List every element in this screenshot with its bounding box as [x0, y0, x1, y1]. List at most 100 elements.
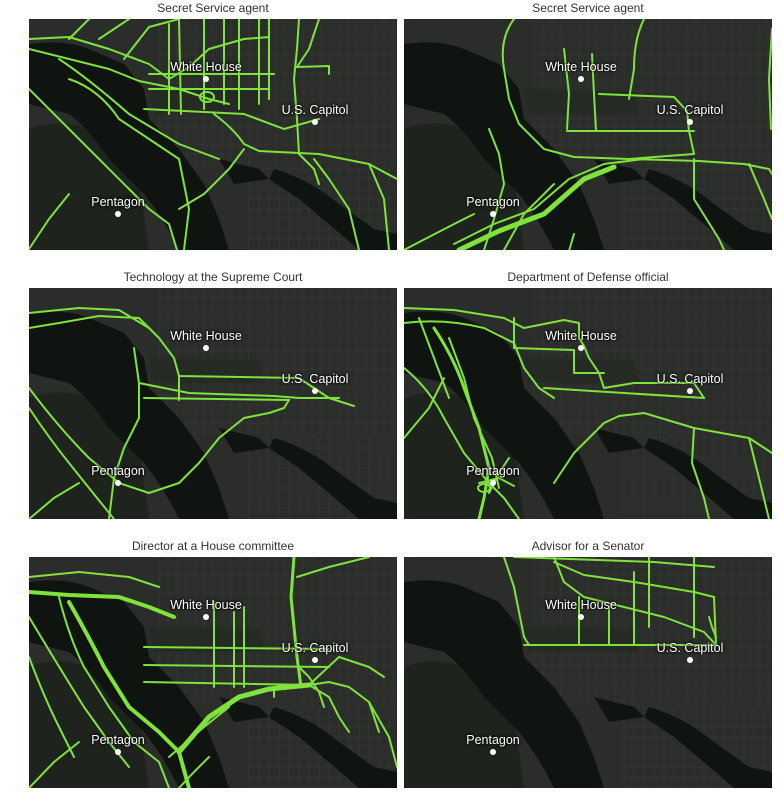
landmark-label: U.S. Capitol [656, 372, 724, 386]
landmark-label: White House [170, 329, 242, 343]
map-panel-5: Director at a House committee [29, 538, 397, 788]
route-line [518, 123, 695, 160]
panel-title: Advisor for a Senator [531, 539, 645, 553]
route-line [29, 48, 230, 105]
river [269, 707, 397, 788]
route-line [143, 646, 330, 650]
landmark-label: Pentagon [91, 195, 145, 209]
map-panel-1: Secret Service agent [29, 0, 397, 250]
route-line [123, 19, 180, 60]
route-line [708, 616, 717, 638]
route-line [298, 666, 325, 708]
landmark-label: White House [545, 60, 617, 74]
route-line [108, 347, 140, 519]
route-line [313, 158, 360, 250]
route-line [29, 616, 130, 768]
route-line [513, 317, 605, 374]
map-svg [29, 557, 397, 788]
basemap [29, 288, 397, 519]
route-line [404, 377, 445, 439]
route-line [513, 557, 715, 568]
landmark-dot [490, 480, 496, 486]
routes [29, 19, 397, 250]
route-line [143, 681, 310, 686]
route-line [29, 407, 115, 519]
route-line [29, 193, 70, 250]
route-line [143, 397, 290, 401]
route-line [478, 477, 515, 487]
river [29, 311, 229, 519]
route-line [628, 19, 645, 100]
map-panel-2: Secret Service agent [404, 0, 772, 250]
map-panel-3: Technology at the Supreme Court White Ho… [29, 269, 397, 519]
landmark-dot [115, 480, 121, 486]
route-line [404, 367, 520, 519]
route-line [503, 557, 530, 646]
route-line [404, 320, 555, 399]
landmark-label: U.S. Capitol [281, 372, 349, 386]
route-line [553, 557, 717, 646]
river-channel [594, 697, 644, 722]
map-area: White House U.S. Capitol Pentagon [404, 19, 772, 250]
landmark-label: U.S. Capitol [281, 103, 349, 117]
landmark-label: Pentagon [466, 464, 520, 478]
route-line [456, 164, 617, 250]
route-line [29, 741, 80, 788]
route-line [58, 596, 170, 788]
map-svg [404, 288, 772, 519]
route-line [308, 656, 385, 686]
landmark-dot [578, 76, 584, 82]
landmark-dot [203, 345, 209, 351]
route-line [29, 387, 180, 494]
routes [404, 307, 772, 519]
landmark-label: Pentagon [91, 464, 145, 478]
route-line [483, 128, 505, 250]
basemap [404, 557, 772, 788]
route-line [296, 19, 320, 68]
map-area: White House U.S. Capitol Pentagon [404, 557, 772, 788]
route-line [588, 357, 705, 399]
panel-title: Director at a House committee [131, 539, 295, 553]
river [404, 580, 604, 788]
route-line [768, 28, 772, 130]
route-line [488, 457, 510, 494]
river [269, 169, 397, 250]
route-line [178, 399, 290, 484]
river [644, 438, 772, 519]
route-line [176, 682, 312, 755]
panel-title: Technology at the Supreme Court [123, 270, 303, 284]
landmark-dot [312, 388, 318, 394]
river [269, 438, 397, 519]
landmark-dot [490, 211, 496, 217]
route-line [693, 158, 725, 250]
national-mall [524, 627, 639, 652]
route-line [58, 58, 220, 160]
route-line [138, 382, 340, 399]
landmark-dot [490, 749, 496, 755]
route-line [98, 19, 130, 40]
map-area: White House U.S. Capitol Pentagon [29, 19, 397, 250]
river [644, 707, 772, 788]
route-line [296, 557, 370, 578]
route-line [29, 571, 160, 588]
route-line [688, 130, 695, 155]
route-line [418, 317, 450, 399]
landmark-dot [578, 345, 584, 351]
river [29, 580, 229, 788]
river [644, 169, 772, 250]
route-line [368, 163, 390, 250]
river-channel [594, 428, 644, 453]
panel-title: Secret Service agent [157, 1, 269, 15]
river [29, 42, 229, 250]
route-line [143, 108, 320, 130]
route-line [368, 701, 397, 768]
landmark-label: U.S. Capitol [281, 641, 349, 655]
routes [29, 307, 355, 519]
route-line [563, 48, 570, 130]
panel-title: Secret Service agent [532, 1, 644, 15]
map-panel-4: Department of Defense official [404, 269, 772, 519]
national-mall [149, 358, 264, 383]
route-line [178, 148, 245, 210]
landmark-dot [115, 211, 121, 217]
landmark-dot [203, 614, 209, 620]
